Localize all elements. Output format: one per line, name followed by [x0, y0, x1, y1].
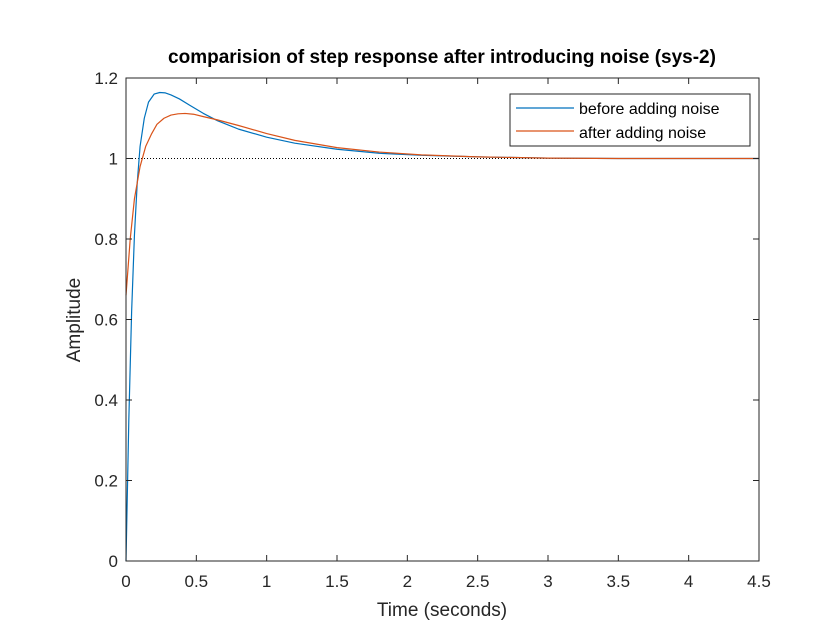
legend: before adding noise after adding noise [509, 93, 751, 147]
x-axis-label: Time (seconds) [377, 600, 507, 621]
x-tick-label: 2.5 [466, 572, 490, 591]
y-tick-label: 0.6 [94, 311, 118, 330]
y-tick-label: 0 [109, 552, 118, 571]
chart-title: comparision of step response after intro… [168, 47, 716, 68]
y-tick-label: 0.2 [94, 472, 118, 491]
plot-area [126, 78, 759, 561]
x-tick-label: 3 [543, 572, 552, 591]
x-tick-label: 0 [121, 572, 130, 591]
x-tick-label: 0.5 [185, 572, 209, 591]
series-layer [125, 91, 759, 562]
legend-box [509, 93, 751, 147]
y-tick-label: 0.8 [94, 230, 118, 249]
y-tick-label: 1.2 [94, 69, 118, 88]
x-tick-label: 4.5 [747, 572, 771, 591]
y-axis-label: Amplitude [64, 278, 85, 363]
x-tick-label: 1.5 [325, 572, 349, 591]
x-tick-label: 3.5 [607, 572, 631, 591]
series-line-after-adding-noise [125, 112, 759, 296]
x-tick-label: 4 [684, 572, 693, 591]
legend-label-after-adding-noise: after adding noise [579, 125, 706, 142]
y-tick-label: 0.4 [94, 391, 118, 410]
x-tick-label: 2 [403, 572, 412, 591]
x-tick-label: 1 [262, 572, 271, 591]
y-tick-label: 1 [109, 150, 118, 169]
legend-label-before-adding-noise: before adding noise [579, 101, 720, 118]
tick-layer: 0 0.5 1 1.5 2 2.5 3 3.5 4 4.5 0 0.2 0.4 0.6 0.8 1 1.2 [94, 69, 770, 591]
